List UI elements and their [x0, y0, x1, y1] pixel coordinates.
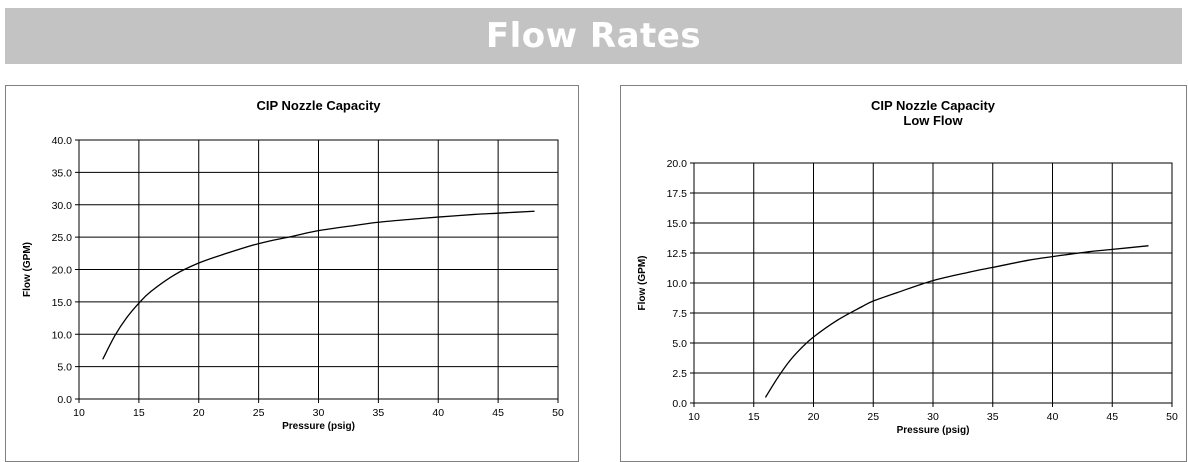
- x-tick-label: 40: [432, 407, 444, 419]
- x-tick-label: 25: [253, 407, 265, 419]
- header-banner: Flow Rates: [5, 8, 1182, 64]
- data-point: [413, 218, 415, 220]
- x-axis-label: Pressure (psig): [897, 425, 970, 436]
- y-tick-label: 12.5: [667, 248, 688, 260]
- data-point: [896, 292, 898, 294]
- y-tick-label: 5.0: [57, 362, 72, 374]
- y-axis-label: Flow (GPM): [22, 242, 33, 297]
- data-point: [497, 212, 499, 214]
- y-tick-label: 7.5: [672, 308, 687, 320]
- series-line: [102, 210, 535, 360]
- x-tick-label: 30: [927, 411, 939, 423]
- data-point: [293, 235, 296, 237]
- chart-subtitle: Low Flow: [903, 113, 963, 128]
- x-tick-label: 45: [492, 407, 504, 419]
- x-axis-label: Pressure (psig): [282, 421, 355, 432]
- y-tick-label: 35.0: [52, 167, 73, 179]
- data-point: [533, 210, 535, 212]
- chart-capacity: CIP Nozzle Capacity 10 15 20 25 30 35 40 45 50 0.0…: [22, 98, 564, 432]
- chart-panel-capacity: CIP Nozzle Capacity 10 15 20 25 30 35 40 45 50 0.0…: [5, 85, 579, 462]
- x-tick-label: 50: [552, 407, 564, 419]
- data-point: [1111, 248, 1113, 250]
- data-point: [222, 254, 224, 256]
- data-point: [353, 224, 356, 227]
- data-point: [812, 336, 815, 338]
- x-tick-label: 20: [808, 411, 820, 423]
- x-tick-label: 35: [373, 407, 385, 419]
- x-tick-label: 40: [1047, 411, 1059, 423]
- data-point: [102, 358, 104, 360]
- y-tick-label: 25.0: [52, 232, 73, 244]
- y-tick-label: 2.5: [672, 368, 687, 380]
- y-tick-label: 5.0: [672, 338, 687, 350]
- data-point: [777, 377, 779, 379]
- data-point: [473, 213, 475, 216]
- data-point: [1028, 259, 1030, 261]
- y-tick-label: 30.0: [52, 200, 73, 212]
- data-point: [317, 230, 320, 232]
- data-point: [800, 347, 803, 349]
- x-tick-label: 15: [748, 411, 760, 423]
- data-point: [932, 280, 934, 282]
- chart-panel-low-flow: CIP Nozzle Capacity Low Flow 10 15 20 25 30 35 4…: [620, 85, 1187, 462]
- data-point: [126, 316, 128, 319]
- y-tick-label: 15.0: [667, 218, 688, 230]
- x-tick-label: 50: [1166, 411, 1178, 423]
- data-point: [150, 290, 152, 293]
- x-tick-label: 15: [133, 407, 145, 419]
- data-point: [968, 271, 970, 273]
- y-tick-label: 15.0: [52, 297, 73, 309]
- data-point: [174, 274, 176, 276]
- y-tick-label: 10.0: [667, 278, 688, 290]
- data-point: [114, 334, 116, 337]
- data-point: [1087, 251, 1089, 253]
- y-tick-label: 20.0: [52, 265, 73, 277]
- y-tick-label: 0.0: [57, 394, 72, 406]
- y-tick-label: 40.0: [52, 135, 73, 147]
- data-point: [789, 360, 791, 362]
- data-point: [765, 396, 767, 398]
- y-tick-label: 17.5: [667, 188, 688, 200]
- data-point: [1051, 256, 1054, 258]
- data-point: [992, 266, 994, 268]
- x-tick-label: 30: [313, 407, 325, 419]
- chart-title: CIP Nozzle Capacity: [871, 98, 996, 113]
- page-title: Flow Rates: [485, 16, 702, 56]
- data-point: [860, 306, 862, 308]
- x-tick-label: 10: [73, 407, 85, 419]
- data-point: [138, 302, 140, 304]
- data-point: [1147, 245, 1149, 247]
- y-axis-label: Flow (GPM): [637, 256, 648, 311]
- chart-title: CIP Nozzle Capacity: [256, 98, 381, 113]
- data-point: [377, 221, 379, 223]
- x-tick-label: 35: [987, 411, 999, 423]
- y-tick-label: 10.0: [52, 329, 73, 341]
- x-tick-label: 45: [1106, 411, 1118, 423]
- data-point: [437, 216, 439, 218]
- data-point: [198, 262, 200, 264]
- data-point: [836, 319, 838, 321]
- data-point: [258, 243, 260, 245]
- y-tick-label: 20.0: [667, 158, 688, 170]
- x-tick-label: 25: [867, 411, 879, 423]
- x-tick-label: 10: [688, 411, 700, 423]
- data-point: [872, 300, 874, 302]
- x-tick-label: 20: [193, 407, 205, 419]
- y-tick-label: 0.0: [672, 398, 687, 410]
